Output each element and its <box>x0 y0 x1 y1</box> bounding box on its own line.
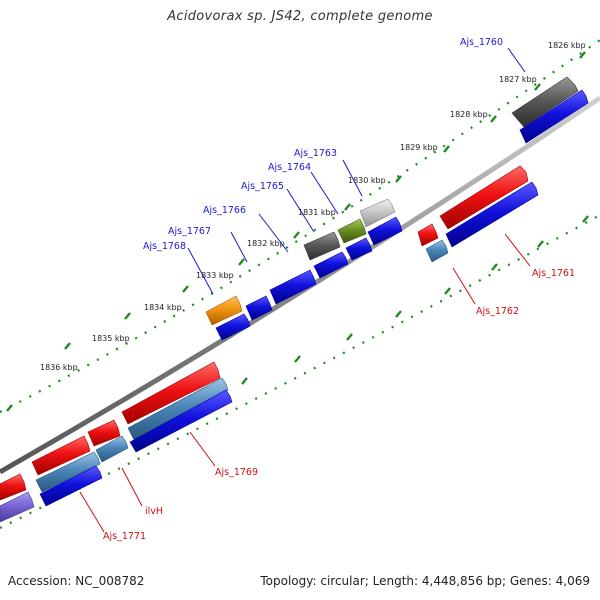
cds-Ajs_1766[interactable] <box>269 269 317 305</box>
cds-Ajs_1760[interactable] <box>519 89 589 144</box>
gene-label-ilvH: ilvH <box>145 506 163 517</box>
tick-label-1828: 1828 kbp <box>450 110 488 119</box>
leader-lines-top <box>187 47 526 295</box>
feature-Ajs_1769[interactable] <box>121 361 221 425</box>
feature-Ajs_1761[interactable] <box>439 165 529 230</box>
tick-label-1833: 1833 kbp <box>196 271 234 280</box>
feature-Ajs_1760[interactable] <box>511 76 579 128</box>
tick-label-1826: 1826 kbp <box>548 41 586 50</box>
gene-label-Ajs_1769: Ajs_1769 <box>215 467 258 478</box>
feature-Ajs_1762-red[interactable] <box>417 223 439 247</box>
feature-Ajs_1760-group[interactable] <box>511 76 589 144</box>
cds-Ajs_1768[interactable] <box>215 313 251 341</box>
tick-label-1834: 1834 kbp <box>144 303 182 312</box>
cds-Ajs_1761[interactable] <box>445 181 539 248</box>
gene-label-Ajs_1768: Ajs_1768 <box>143 241 186 252</box>
tick-label-1835: 1835 kbp <box>92 334 130 343</box>
leader-lines-bottom <box>79 233 531 533</box>
topology-label: Topology: circular; Length: 4,448,856 bp… <box>260 574 590 588</box>
cds-Ajs_1764[interactable] <box>345 237 373 261</box>
cds-Ajs_1763[interactable] <box>367 216 403 246</box>
feature-ilvH[interactable] <box>95 435 129 463</box>
cds-Ajs_1767[interactable] <box>245 295 273 321</box>
gene-label-Ajs_1763: Ajs_1763 <box>294 148 337 159</box>
feature-Ajs_1764[interactable] <box>337 218 367 244</box>
tick-label-1832: 1832 kbp <box>247 239 285 248</box>
gene-labels-bottom: Ajs_1761 Ajs_1762 Ajs_1769 ilvH Ajs_1771 <box>103 268 575 542</box>
genome-backbone <box>0 95 600 475</box>
feature-edge-red[interactable] <box>0 473 27 501</box>
gene-label-Ajs_1765: Ajs_1765 <box>241 181 284 192</box>
cds-Ajs_1769[interactable] <box>129 389 233 453</box>
tick-label-1829: 1829 kbp <box>400 143 438 152</box>
feature-Ajs_1763[interactable] <box>359 198 396 228</box>
gene-label-Ajs_1766: Ajs_1766 <box>203 205 246 216</box>
gene-label-Ajs_1760: Ajs_1760 <box>460 37 503 48</box>
tick-label-1831: 1831 kbp <box>298 208 336 217</box>
cds-Ajs_1765[interactable] <box>313 251 349 279</box>
kbp-tick-labels: 1826 kbp 1827 kbp 1828 kbp 1829 kbp 1830… <box>40 41 586 372</box>
gene-label-Ajs_1764: Ajs_1764 <box>268 162 311 173</box>
tick-label-1836: 1836 kbp <box>40 363 78 372</box>
gene-label-Ajs_1761: Ajs_1761 <box>532 268 575 279</box>
feature-Ajs_1768[interactable] <box>205 295 243 326</box>
tick-label-1827: 1827 kbp <box>499 75 537 84</box>
outer-major-ticks <box>6 51 586 412</box>
gene-label-Ajs_1767: Ajs_1767 <box>168 226 211 237</box>
feature-Ajs_1765[interactable] <box>303 231 341 261</box>
genome-title: Acidovorax sp. JS42, complete genome <box>167 9 433 24</box>
gene-labels-top: Ajs_1760 Ajs_1763 Ajs_1764 Ajs_1765 Ajs_… <box>143 37 503 252</box>
gene-label-Ajs_1762: Ajs_1762 <box>476 306 519 317</box>
feature-Ajs_1769-steel[interactable] <box>127 377 229 441</box>
accession-label: Accession: NC_008782 <box>8 574 145 588</box>
tick-label-1830: 1830 kbp <box>348 176 386 185</box>
feature-Ajs_1771-steel[interactable] <box>35 451 101 493</box>
feature-Ajs_1771-red[interactable] <box>31 435 91 476</box>
cds-Ajs_1771[interactable] <box>39 465 103 507</box>
gene-label-Ajs_1771: Ajs_1771 <box>103 531 146 542</box>
feature-ilvH-red[interactable] <box>87 419 121 447</box>
feature-Ajs_1762[interactable] <box>425 239 449 263</box>
feature-edge-violet[interactable] <box>0 491 35 523</box>
